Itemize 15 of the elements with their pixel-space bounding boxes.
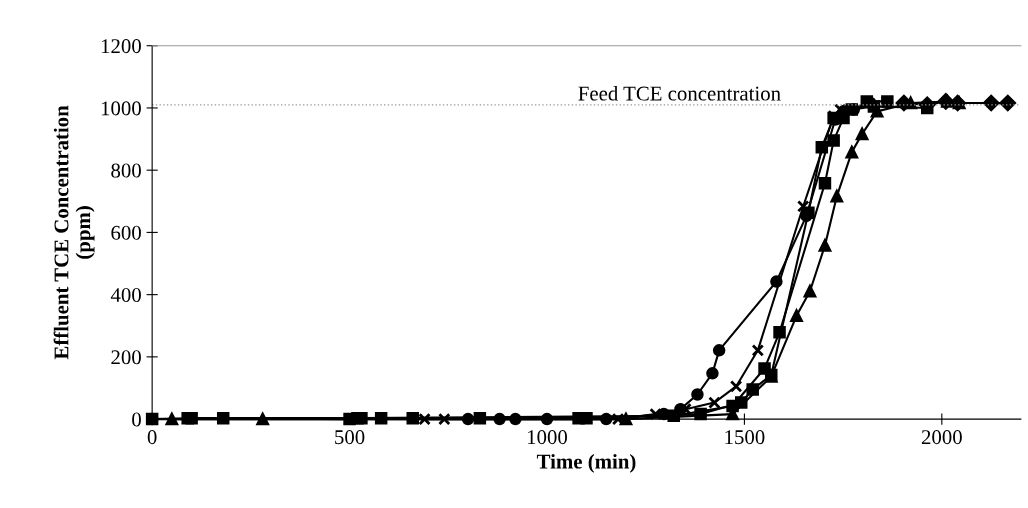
y-tick-label: 200 <box>111 350 141 365</box>
y-tick-label: 1000 <box>101 101 141 116</box>
y-tick-label: 0 <box>132 412 141 427</box>
y-axis-title: Effluent TCE Concentration (ppm) <box>53 105 95 360</box>
ref-line-label: Feed TCE concentration <box>578 85 781 101</box>
x-tick-label: 2000 <box>921 430 962 445</box>
y-tick-label: 400 <box>110 288 141 303</box>
x-tick-label: 1500 <box>725 430 765 445</box>
x-tick-label: 0 <box>147 430 157 445</box>
y-tick-label: 800 <box>111 163 141 178</box>
y-tick-label: 600 <box>111 225 141 240</box>
x-axis-title: Time (min) <box>536 453 636 473</box>
x-tick-label: 1000 <box>527 430 568 445</box>
y-tick-label: 1200 <box>101 39 141 54</box>
x-tick-label: 500 <box>335 430 365 445</box>
